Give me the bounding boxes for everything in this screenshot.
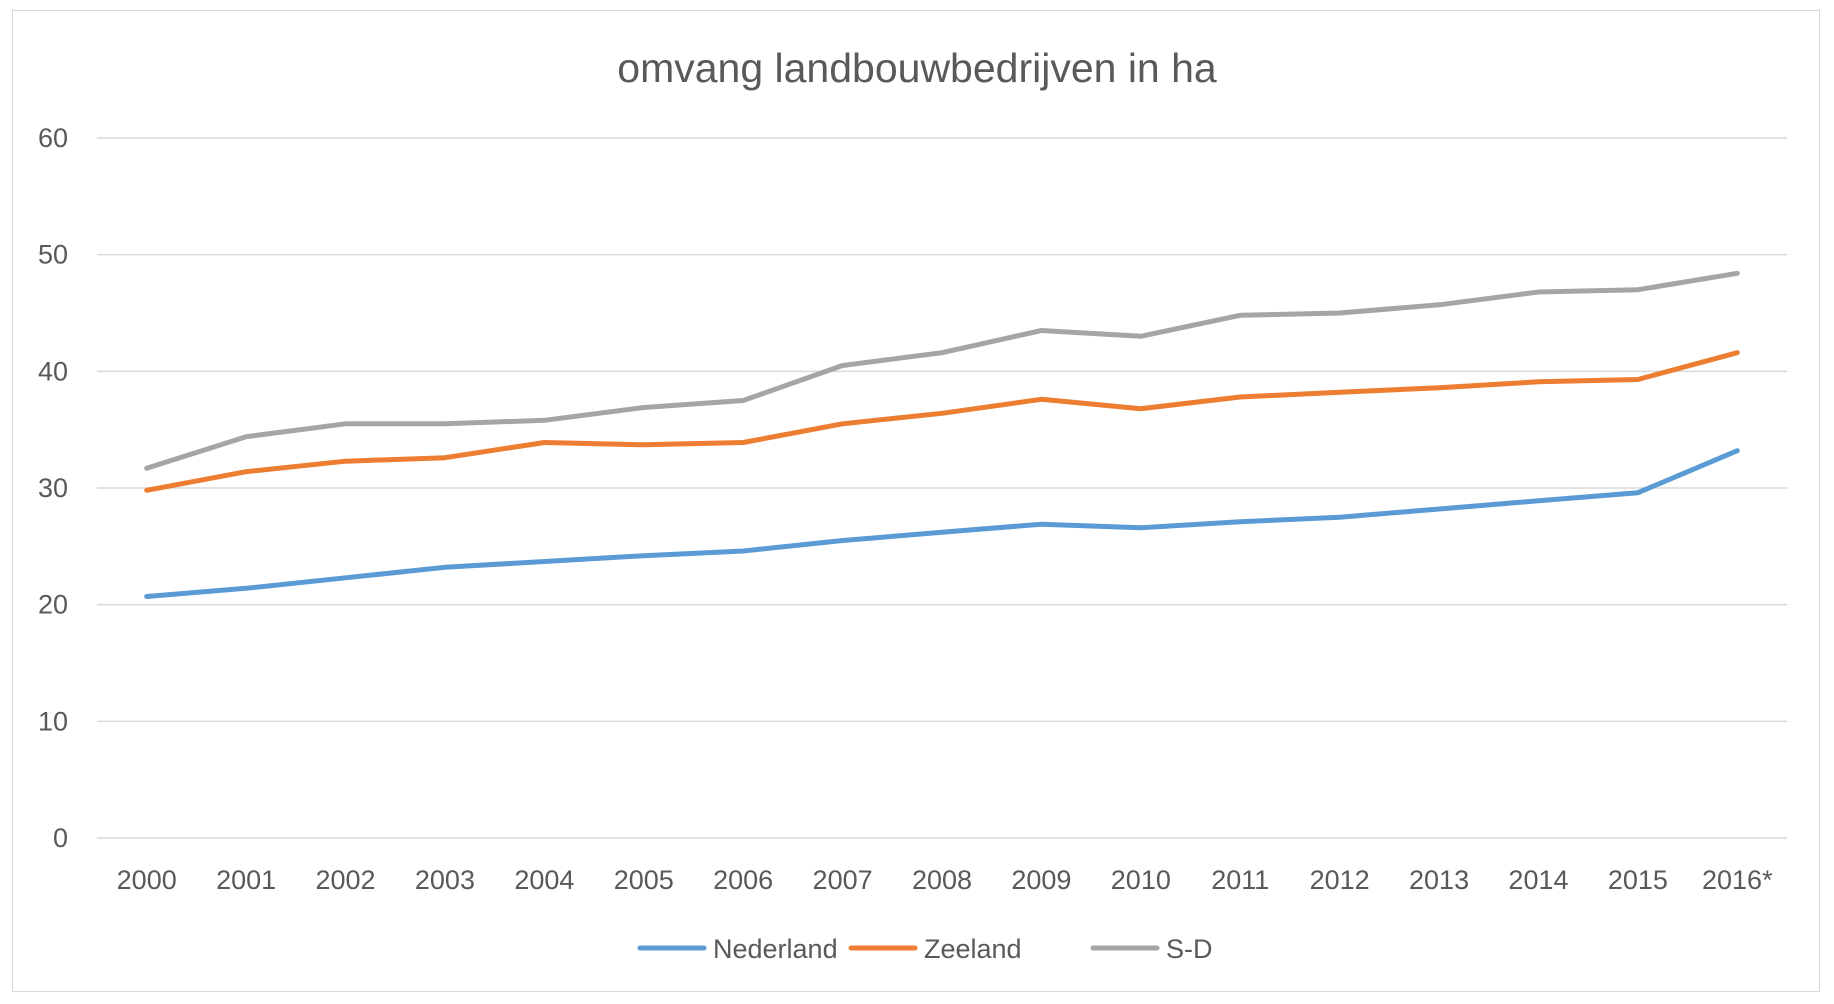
x-tick-label: 2005 [614,865,674,895]
x-tick-label: 2016* [1702,865,1773,895]
legend-item: Zeeland [848,934,1022,964]
x-tick-label: 2009 [1011,865,1071,895]
x-tick-label: 2012 [1310,865,1370,895]
x-tick-label: 2010 [1111,865,1171,895]
x-tick-label: 2006 [713,865,773,895]
series-zeeland [144,350,1740,493]
y-tick-label: 0 [53,823,68,853]
x-tick-label: 2015 [1608,865,1668,895]
legend-item: S-D [1090,934,1213,964]
x-tick-label: 2003 [415,865,475,895]
y-tick-label: 60 [38,123,68,153]
series-line [144,350,1740,493]
y-axis-tick-labels: 0 10 20 30 40 50 60 [38,123,68,853]
x-tick-label: 2000 [117,865,177,895]
series-line [144,448,1740,599]
legend-label: S-D [1166,934,1213,964]
y-tick-label: 10 [38,706,68,736]
x-tick-label: 2008 [912,865,972,895]
series-line [144,270,1740,471]
x-tick-label: 2001 [216,865,276,895]
y-tick-label: 40 [38,356,68,386]
y-tick-label: 50 [38,240,68,270]
legend-item: Nederland [637,934,838,964]
gridlines [97,137,1787,839]
legend-label: Nederland [713,934,838,964]
y-tick-label: 30 [38,473,68,503]
y-tick-label: 20 [38,590,68,620]
x-tick-label: 2004 [514,865,574,895]
x-tick-label: 2011 [1211,865,1269,895]
x-tick-label: 2007 [813,865,873,895]
series-nederland [144,448,1740,599]
x-axis-tick-labels: 2000 2001 2002 2003 2004 2005 2006 2007 2008 2009… [117,865,1773,895]
series-lines [144,270,1740,599]
x-tick-label: 2013 [1409,865,1469,895]
chart-title: omvang landbouwbedrijven in ha [617,45,1217,91]
series-s-d [144,270,1740,471]
x-tick-label: 2014 [1508,865,1568,895]
legend-label: Zeeland [924,934,1022,964]
legend: Nederland Zeeland S-D [637,934,1213,964]
x-tick-label: 2002 [315,865,375,895]
